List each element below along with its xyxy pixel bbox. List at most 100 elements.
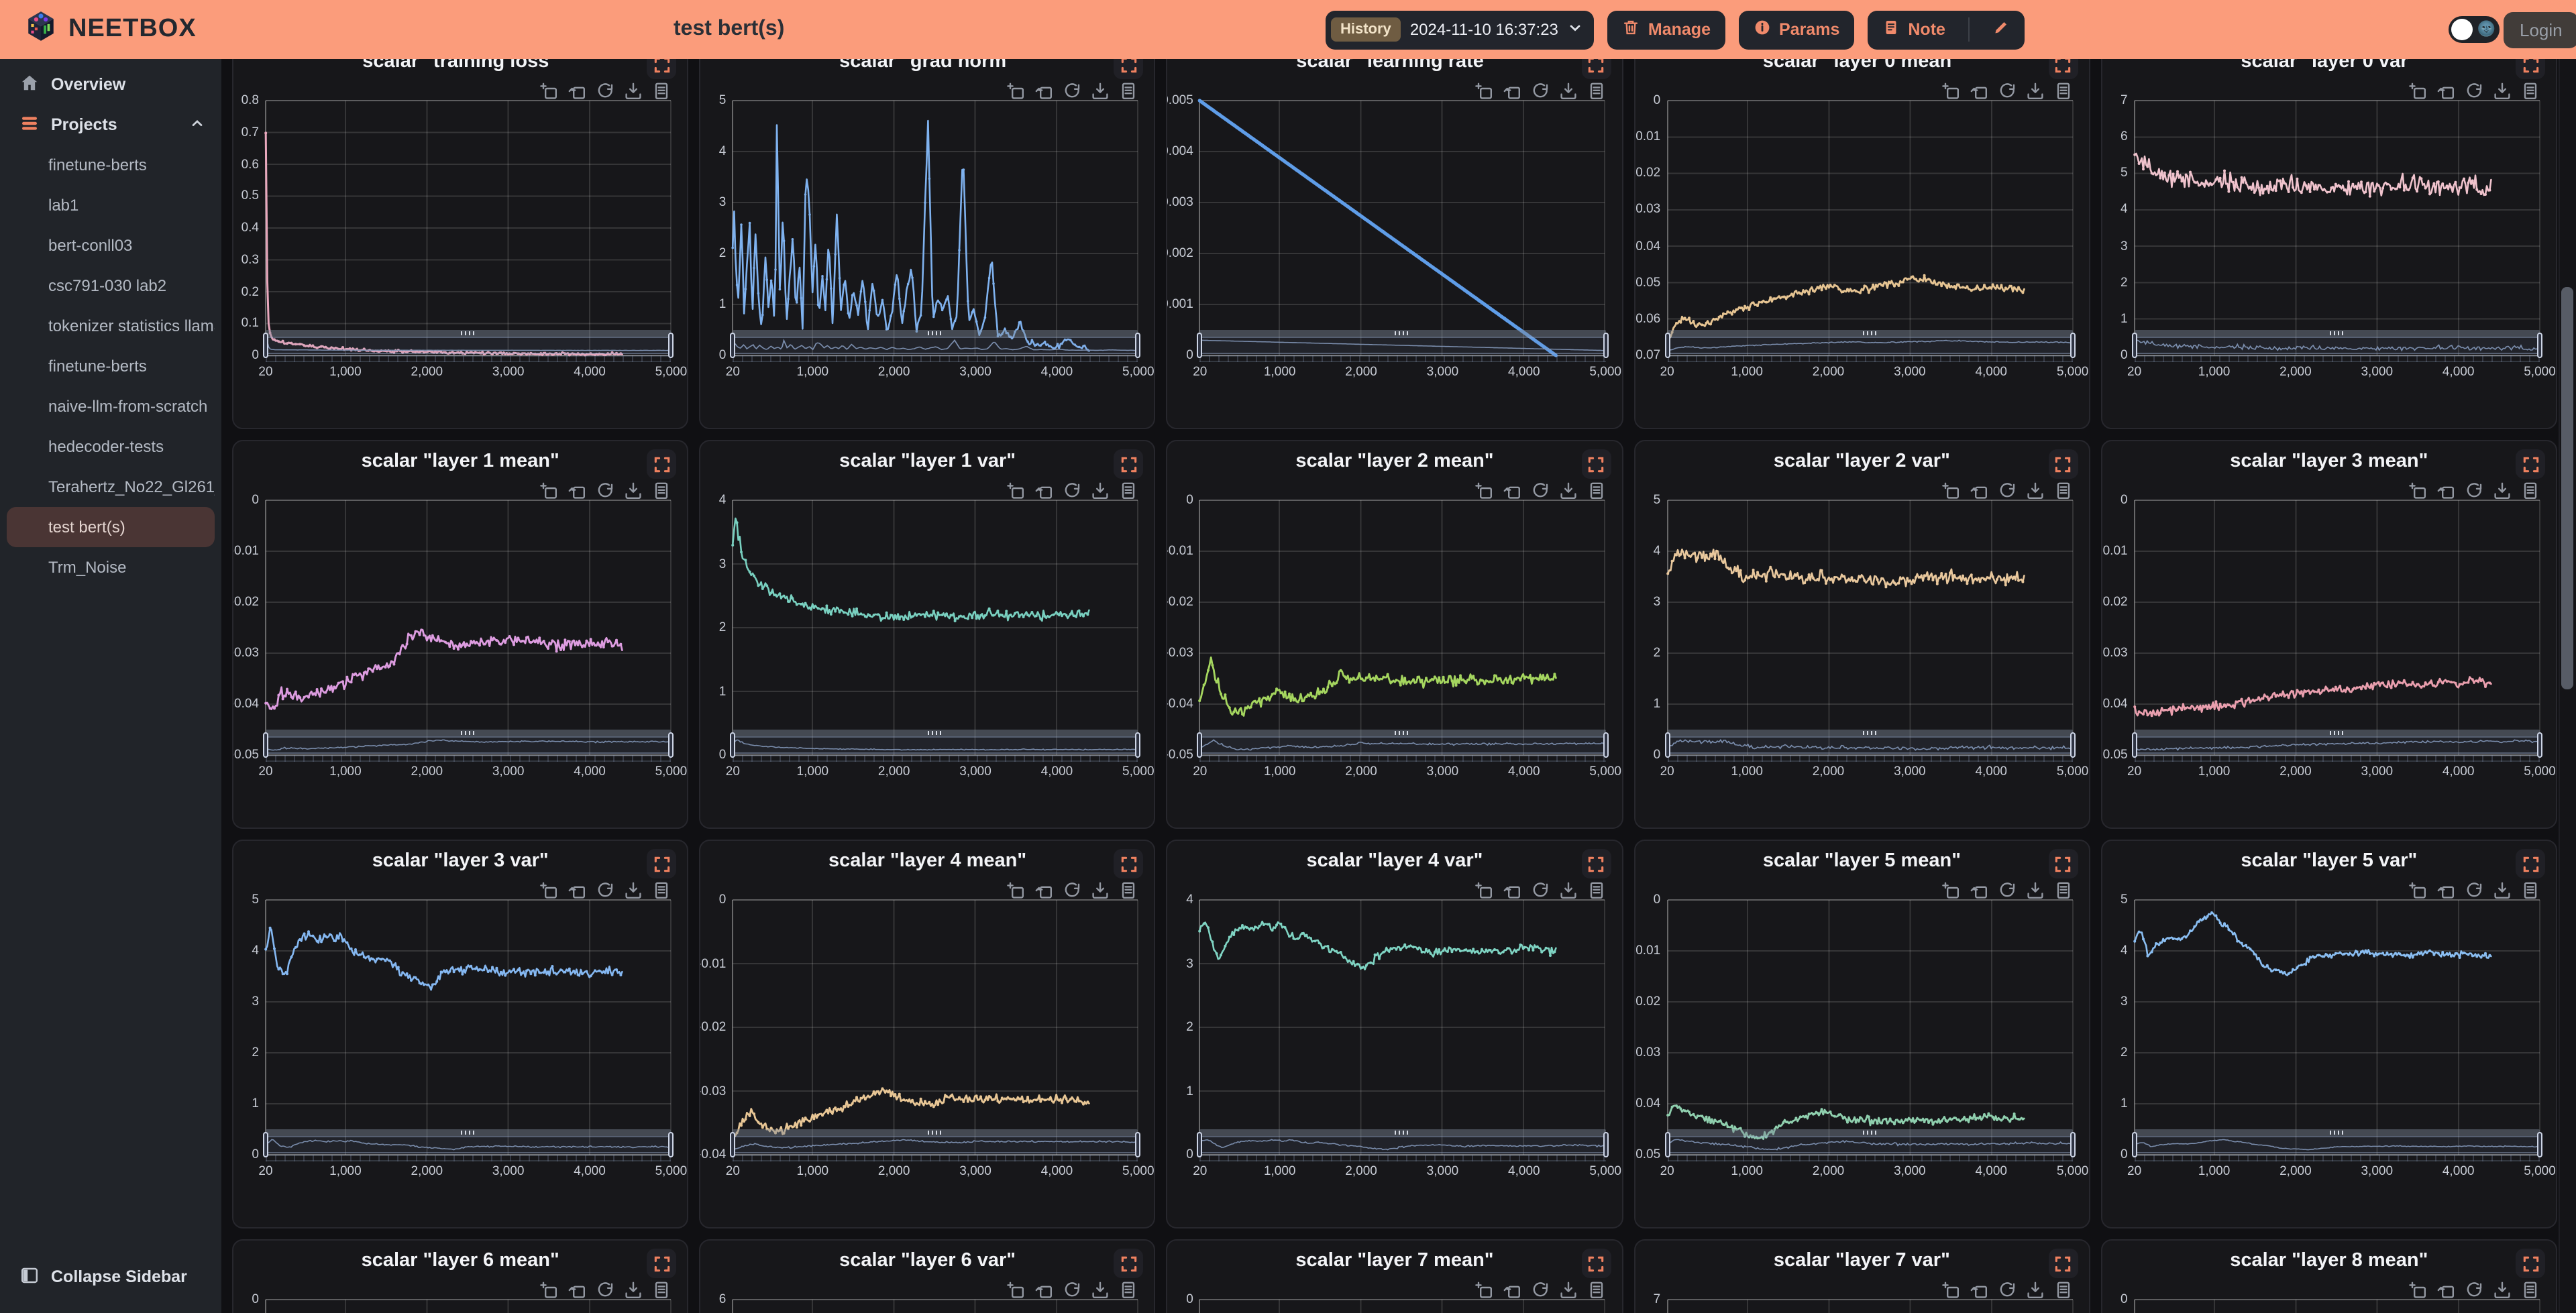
chart-plot[interactable]: 0 -0.01 -0.02 -0.03 -0.04 -0.05 20 1,000 2,000 3,… xyxy=(1168,493,1621,779)
chart-plot[interactable]: 7 xyxy=(1654,1292,2074,1313)
sidebar-project-item[interactable]: finetune-berts xyxy=(48,357,147,376)
sidebar-project-item[interactable]: finetune-berts xyxy=(48,156,147,174)
toolbox-save-image-icon[interactable] xyxy=(1558,1281,1577,1300)
datazoom-slider[interactable] xyxy=(2131,330,2542,362)
toolbox-data-view-icon[interactable] xyxy=(2054,881,2073,900)
expand-chart-button[interactable] xyxy=(1581,449,1611,479)
datazoom-slider[interactable] xyxy=(1197,1129,1609,1161)
chart-plot[interactable]: 0 -0.01 -0.02 -0.03 -0.04 -0.05 20 1,000 2,000 3,… xyxy=(1635,893,2088,1179)
theme-toggle[interactable]: 🌚 xyxy=(2449,16,2500,43)
sidebar-project-item[interactable]: test bert(s) xyxy=(7,507,215,547)
toolbox-refresh-icon[interactable] xyxy=(2465,82,2483,101)
datazoom-left-handle[interactable] xyxy=(1664,732,1670,758)
expand-chart-button[interactable] xyxy=(647,59,677,79)
toolbox-restore-zoom-icon[interactable] xyxy=(568,1281,586,1300)
datazoom-band[interactable] xyxy=(733,1136,1138,1153)
chart-plot[interactable]: 0 -0.01 -0.02 -0.03 -0.04 20 1,000 2,000 3,000 4,… xyxy=(700,893,1154,1179)
datazoom-slider[interactable] xyxy=(263,1129,674,1161)
toolbox-data-view-icon[interactable] xyxy=(2054,481,2073,500)
toolbox-datazoom-icon[interactable] xyxy=(539,481,558,500)
expand-chart-button[interactable] xyxy=(2048,59,2078,79)
note-button[interactable]: Note xyxy=(1868,10,1960,49)
datazoom-left-handle[interactable] xyxy=(263,732,268,758)
expand-chart-button[interactable] xyxy=(2048,849,2078,878)
expand-chart-button[interactable] xyxy=(1114,849,1144,878)
datazoom-grip[interactable] xyxy=(2134,1129,2540,1136)
datazoom-band[interactable] xyxy=(1199,736,1606,754)
sidebar-project-item[interactable]: lab1 xyxy=(48,196,79,215)
chart-plot[interactable]: 0 -0.01 -0.02 -0.03 -0.04 -0.05 20 1,000 2,000 3,… xyxy=(2102,493,2556,779)
datazoom-right-handle[interactable] xyxy=(1135,732,1141,758)
toolbox-restore-zoom-icon[interactable] xyxy=(568,881,586,900)
chart-plot[interactable]: 0.8 0.7 0.6 0.5 0.4 0.3 0.2 0.1 0 20 1,000 2,000 3,0… xyxy=(241,93,688,380)
datazoom-right-handle[interactable] xyxy=(2070,1132,2076,1157)
sidebar-item-projects[interactable]: Projects xyxy=(0,105,221,145)
datazoom-slider[interactable] xyxy=(2131,1129,2542,1161)
toolbox-datazoom-icon[interactable] xyxy=(539,1281,558,1300)
login-button[interactable]: Login xyxy=(2504,12,2576,48)
datazoom-band[interactable] xyxy=(266,1136,672,1153)
expand-chart-button[interactable] xyxy=(1581,1249,1611,1278)
toolbox-refresh-icon[interactable] xyxy=(2465,881,2483,900)
datazoom-left-handle[interactable] xyxy=(1664,333,1670,358)
toolbox-refresh-icon[interactable] xyxy=(1063,1281,1082,1300)
toolbox-data-view-icon[interactable] xyxy=(2054,82,2073,101)
toolbox-data-view-icon[interactable] xyxy=(652,481,671,500)
toolbox-datazoom-icon[interactable] xyxy=(2408,1281,2427,1300)
chart-plot[interactable]: 0 xyxy=(1186,1292,1606,1313)
toolbox-save-image-icon[interactable] xyxy=(2026,881,2045,900)
toolbox-data-view-icon[interactable] xyxy=(2521,82,2540,101)
toolbox-datazoom-icon[interactable] xyxy=(1941,1281,1960,1300)
toolbox-save-image-icon[interactable] xyxy=(2493,481,2512,500)
toolbox-save-image-icon[interactable] xyxy=(2026,82,2045,101)
chart-plot[interactable]: 5 4 3 2 1 0 20 1,000 2,000 3,000 4,000 5,000 xyxy=(252,893,687,1179)
chart-plot[interactable]: 5 4 3 2 1 0 20 1,000 2,000 3,000 4,000 5,000 xyxy=(1654,493,2089,779)
toolbox-save-image-icon[interactable] xyxy=(624,82,643,101)
toolbox-restore-zoom-icon[interactable] xyxy=(1035,881,1054,900)
toolbox-save-image-icon[interactable] xyxy=(2026,481,2045,500)
toolbox-restore-zoom-icon[interactable] xyxy=(1502,481,1521,500)
datazoom-grip[interactable] xyxy=(2134,330,2540,337)
toolbox-restore-zoom-icon[interactable] xyxy=(1502,1281,1521,1300)
toolbox-refresh-icon[interactable] xyxy=(1063,481,1082,500)
toolbox-datazoom-icon[interactable] xyxy=(1941,881,1960,900)
toolbox-datazoom-icon[interactable] xyxy=(2408,82,2427,101)
datazoom-slider[interactable] xyxy=(1664,330,2076,362)
expand-chart-button[interactable] xyxy=(2516,849,2545,878)
datazoom-slider[interactable] xyxy=(730,730,1141,762)
toolbox-data-view-icon[interactable] xyxy=(652,1281,671,1300)
sidebar-item-overview[interactable]: Overview xyxy=(0,64,221,105)
toolbox-refresh-icon[interactable] xyxy=(1998,481,2017,500)
datazoom-left-handle[interactable] xyxy=(2131,333,2137,358)
toolbox-refresh-icon[interactable] xyxy=(1530,881,1549,900)
toolbox-datazoom-icon[interactable] xyxy=(2408,481,2427,500)
datazoom-band[interactable] xyxy=(2134,1136,2540,1153)
toolbox-restore-zoom-icon[interactable] xyxy=(1035,1281,1054,1300)
datazoom-grip[interactable] xyxy=(1667,330,2073,337)
datazoom-left-handle[interactable] xyxy=(730,333,736,358)
datazoom-right-handle[interactable] xyxy=(2537,732,2542,758)
datazoom-grip[interactable] xyxy=(733,730,1138,736)
toolbox-restore-zoom-icon[interactable] xyxy=(1035,82,1054,101)
toolbox-restore-zoom-icon[interactable] xyxy=(2436,1281,2455,1300)
toolbox-refresh-icon[interactable] xyxy=(1063,82,1082,101)
sidebar-project-item[interactable]: Terahertz_No22_Gl261_gl... xyxy=(48,477,215,496)
datazoom-right-handle[interactable] xyxy=(668,333,674,358)
expand-chart-button[interactable] xyxy=(1581,59,1611,79)
datazoom-slider[interactable] xyxy=(1197,730,1609,762)
toolbox-datazoom-icon[interactable] xyxy=(1007,481,1026,500)
expand-chart-button[interactable] xyxy=(2048,449,2078,479)
expand-chart-button[interactable] xyxy=(2516,59,2545,79)
chart-plot[interactable]: 7 6 5 4 3 2 1 0 20 1,000 2,000 3,000 4,000 5,000 xyxy=(2121,93,2556,380)
datazoom-right-handle[interactable] xyxy=(2070,732,2076,758)
scrollbar-track[interactable] xyxy=(2559,59,2576,1313)
datazoom-band[interactable] xyxy=(733,736,1138,754)
manage-button[interactable]: Manage xyxy=(1607,10,1725,49)
datazoom-right-handle[interactable] xyxy=(1135,333,1141,358)
toolbox-data-view-icon[interactable] xyxy=(1120,881,1138,900)
toolbox-refresh-icon[interactable] xyxy=(1063,881,1082,900)
datazoom-left-handle[interactable] xyxy=(1197,1132,1203,1157)
chart-plot[interactable]: 4 3 2 1 0 20 1,000 2,000 3,000 4,000 5,000 xyxy=(719,493,1155,779)
expand-chart-button[interactable] xyxy=(647,849,677,878)
toolbox-data-view-icon[interactable] xyxy=(1587,881,1605,900)
